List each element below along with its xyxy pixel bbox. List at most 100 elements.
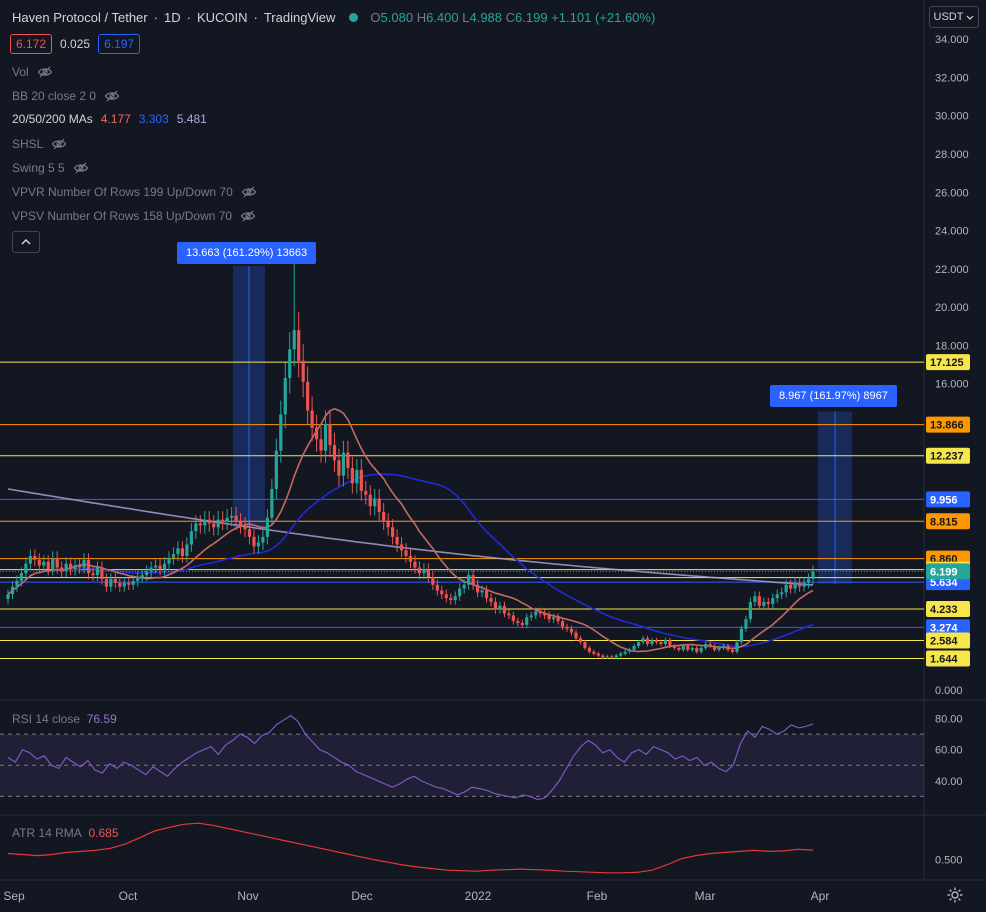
chevron-down-icon — [967, 15, 974, 20]
candle-body — [480, 590, 484, 593]
candle-body — [641, 638, 645, 643]
currency-selector[interactable]: USDT — [929, 6, 979, 28]
y-tick-label: 18.000 — [935, 340, 969, 352]
level-tag-label: 13.866 — [930, 420, 964, 432]
level-tag-label: 17.125 — [930, 357, 964, 369]
platform-name: TradingView — [263, 10, 336, 25]
candle-body — [426, 569, 430, 578]
candle-body — [386, 521, 390, 528]
candle-body — [158, 565, 162, 570]
eye-hidden-icon[interactable] — [51, 136, 67, 152]
candle-body — [33, 556, 37, 560]
candle-body — [153, 565, 158, 568]
buy-price-button[interactable]: 6.197 — [98, 34, 141, 54]
x-tick-label: Sep — [3, 889, 25, 903]
candle-body — [180, 548, 185, 556]
interval[interactable]: 1D — [163, 10, 181, 25]
x-tick-label: Dec — [351, 889, 372, 903]
eye-hidden-icon[interactable] — [240, 208, 256, 224]
legend-row[interactable]: Vol — [12, 64, 53, 80]
candle-body — [104, 578, 108, 587]
candle-body — [757, 596, 761, 606]
legend-row[interactable]: VPSV Number Of Rows 158 Up/Down 70 — [12, 208, 256, 224]
candle-body — [498, 605, 502, 610]
eye-hidden-icon[interactable] — [104, 88, 120, 104]
candle-body — [350, 467, 354, 484]
candle-body — [556, 617, 560, 622]
eye-hidden-icon[interactable] — [241, 184, 257, 200]
y-tick-label: 34.000 — [935, 34, 969, 46]
level-tag — [926, 447, 970, 464]
candle-body — [225, 517, 229, 522]
candle-body — [489, 598, 493, 602]
candle-body — [511, 615, 515, 622]
candle-body — [73, 565, 77, 570]
eye-hidden-icon[interactable] — [73, 160, 89, 176]
symbol-name[interactable]: Haven Protocol / Tether — [12, 10, 148, 25]
candle-body — [346, 452, 350, 468]
candle-body — [279, 414, 283, 451]
legend-row[interactable]: SHSL — [12, 136, 67, 152]
measure-label-2[interactable]: 8.967 (161.97%) 8967 — [770, 385, 897, 407]
candle-body — [748, 601, 752, 620]
candle-body — [274, 450, 278, 489]
candle-body — [69, 563, 73, 570]
chevron-up-icon — [21, 239, 31, 245]
candle-body — [234, 515, 238, 522]
legend-row[interactable]: 20/50/200 MAs 4.177 3.303 5.481 — [12, 112, 207, 126]
legend-row[interactable]: VPVR Number Of Rows 199 Up/Down 70 — [12, 184, 257, 200]
candle-body — [645, 638, 650, 645]
candle-body — [221, 519, 225, 522]
exchange: KUCOIN — [196, 10, 248, 25]
y-tick-label: 26.000 — [935, 187, 969, 199]
market-status-icon — [349, 13, 359, 22]
candle-body — [382, 511, 386, 522]
candle-body — [297, 330, 301, 361]
legend-label: Vol — [12, 65, 29, 79]
candle-body — [319, 439, 323, 451]
legend-label: SHSL — [12, 137, 44, 151]
level-tag-label: 9.956 — [930, 494, 958, 506]
gear-icon[interactable] — [946, 886, 964, 904]
measure-label-1[interactable]: 13.663 (161.29%) 13663 — [177, 242, 317, 264]
candle-body — [811, 571, 815, 579]
candle-body — [238, 521, 243, 526]
rsi-tick-label: 40.00 — [935, 776, 963, 788]
level-tag — [926, 416, 970, 433]
candle-body — [51, 557, 55, 570]
sell-price-button[interactable]: 6.172 — [10, 34, 53, 54]
candle-body — [516, 621, 520, 623]
last-price-label: 6.199 — [930, 566, 958, 578]
level-tag — [926, 354, 970, 371]
candle-body — [6, 594, 10, 600]
y-tick-label: 22.000 — [935, 264, 969, 276]
candle-body — [185, 544, 189, 556]
candle-body — [636, 642, 641, 646]
candle-body — [543, 613, 547, 616]
eye-hidden-icon[interactable] — [37, 64, 53, 80]
level-tag — [926, 513, 970, 530]
x-tick-label: Apr — [811, 889, 830, 903]
y-tick-label: 28.000 — [935, 149, 969, 161]
level-tag — [926, 650, 970, 667]
legend-row[interactable]: Swing 5 5 — [12, 160, 89, 176]
candle-body — [797, 582, 802, 587]
collapse-legend-button[interactable] — [12, 231, 40, 253]
candle-body — [364, 490, 368, 495]
level-tag — [926, 600, 970, 617]
legend-label: VPSV Number Of Rows 158 Up/Down 70 — [12, 209, 233, 223]
candle-body — [677, 647, 681, 650]
candle-body — [471, 575, 475, 585]
candle-body — [484, 590, 489, 599]
candle-body — [243, 525, 247, 530]
legend-row[interactable]: BB 20 close 2 0 — [12, 88, 120, 104]
candle-body — [802, 582, 806, 587]
candle-body — [60, 567, 64, 572]
candle-body — [332, 444, 337, 461]
candle-body — [310, 410, 314, 428]
candle-body — [265, 517, 269, 537]
candle-body — [212, 523, 216, 528]
legend-label: 20/50/200 MAs — [12, 112, 93, 126]
candle-body — [753, 596, 757, 602]
